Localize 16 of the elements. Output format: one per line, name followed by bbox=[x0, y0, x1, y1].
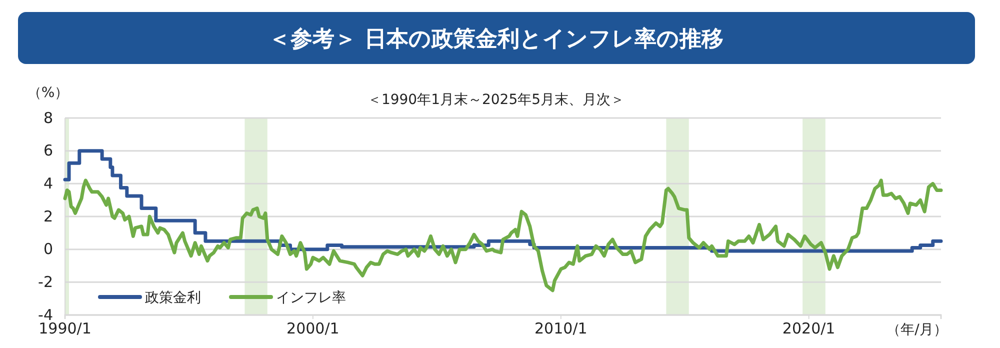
y-tick-label: -2 bbox=[38, 272, 53, 291]
legend-label: 政策金利 bbox=[145, 290, 201, 306]
y-tick-label: 4 bbox=[43, 174, 53, 192]
legend-label: インフレ率 bbox=[276, 290, 346, 306]
x-axis-title: （年/月） bbox=[886, 322, 948, 338]
chart-subtitle: ＜1990年1月末～2025年5月末、月次＞ bbox=[367, 92, 625, 108]
chart-title: ＜参考＞ 日本の政策金利とインフレ率の推移 bbox=[268, 26, 724, 52]
y-tick-label: 0 bbox=[43, 240, 53, 258]
y-axis-title: （%） bbox=[27, 85, 69, 101]
x-tick-label: 2020/1 bbox=[782, 320, 836, 338]
y-tick-label: 6 bbox=[43, 142, 53, 160]
y-tick-label: 2 bbox=[43, 207, 53, 226]
x-tick-label: 1990/1 bbox=[38, 320, 92, 338]
y-tick-label: 8 bbox=[43, 108, 53, 127]
x-tick-label: 2000/1 bbox=[286, 320, 340, 338]
x-tick-label: 2010/1 bbox=[534, 320, 588, 338]
